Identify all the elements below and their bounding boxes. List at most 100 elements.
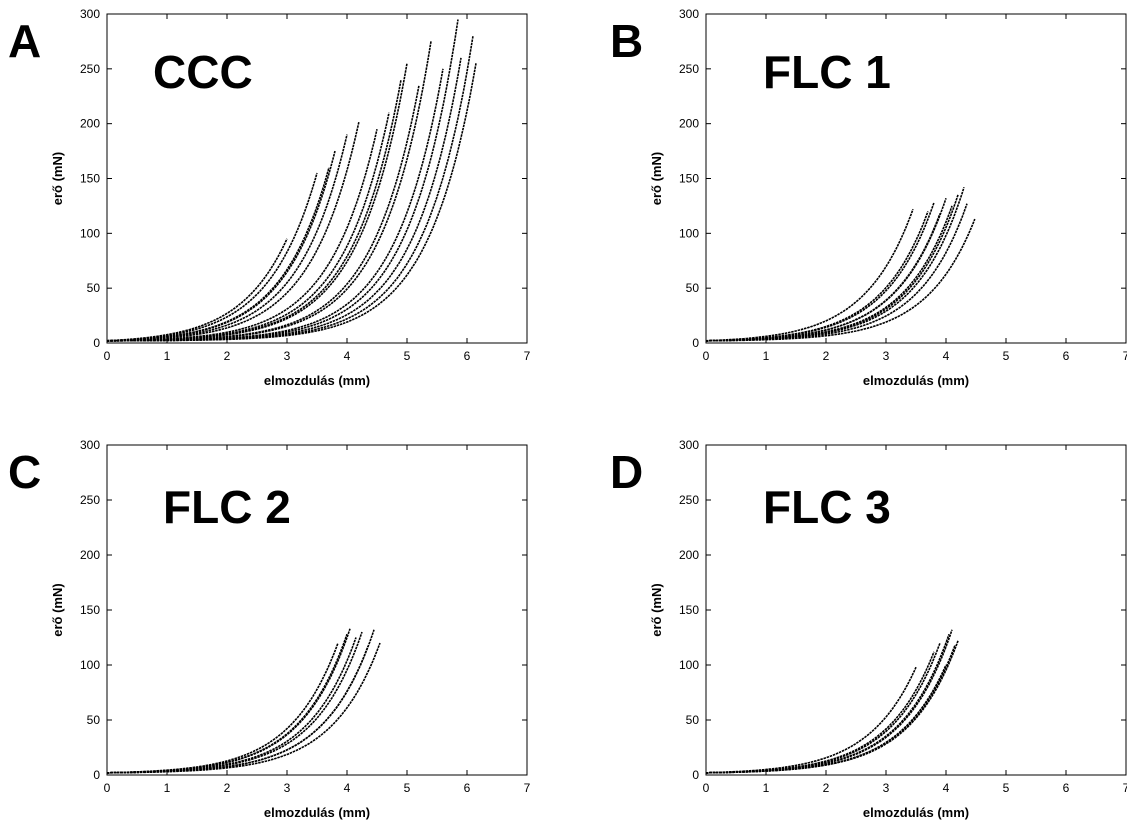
x-tick-label: 7 — [524, 349, 531, 363]
x-axis-label: elmozdulás (mm) — [264, 805, 370, 820]
series-curve — [706, 629, 953, 774]
series-curve — [107, 631, 363, 774]
y-tick-label: 300 — [679, 438, 699, 452]
x-tick-label: 7 — [524, 781, 531, 795]
series-curve — [706, 644, 956, 774]
series-curve — [107, 129, 378, 342]
series-curve — [706, 642, 941, 774]
x-tick-label: 4 — [344, 781, 351, 795]
y-tick-label: 250 — [80, 493, 100, 507]
y-tick-label: 200 — [679, 117, 699, 131]
chart-panel-a: A 0 1 2 3 4 5 6 7 0 50 100 150 200 250 300 elmozdulás (m… — [8, 7, 531, 388]
x-tick-label: 6 — [1063, 781, 1070, 795]
y-tick-label: 100 — [80, 658, 100, 672]
series-curve — [706, 651, 935, 774]
x-axis-label: elmozdulás (mm) — [264, 373, 370, 388]
y-tick-label: 200 — [80, 548, 100, 562]
y-tick-label: 200 — [679, 548, 699, 562]
y-tick-label: 100 — [80, 226, 100, 240]
series-curve — [107, 85, 420, 342]
x-tick-label: 2 — [823, 349, 830, 363]
y-tick-label: 300 — [80, 7, 100, 21]
y-tick-label: 50 — [686, 281, 700, 295]
series-curve — [706, 666, 917, 774]
y-tick-label: 50 — [87, 713, 101, 727]
x-tick-label: 0 — [104, 781, 111, 795]
series-curve — [106, 134, 348, 342]
y-tick-label: 0 — [692, 336, 699, 350]
series-curve — [107, 629, 375, 774]
panel-letter: D — [610, 446, 643, 498]
y-tick-label: 250 — [80, 62, 100, 76]
y-tick-label: 150 — [80, 603, 100, 617]
y-tick-label: 150 — [679, 172, 699, 186]
y-tick-label: 250 — [679, 493, 699, 507]
series-curve — [706, 211, 929, 342]
x-tick-label: 5 — [404, 781, 411, 795]
series-curve — [706, 197, 947, 342]
x-tick-label: 1 — [763, 349, 770, 363]
x-tick-label: 1 — [763, 781, 770, 795]
series-curve — [705, 208, 914, 342]
x-tick-label: 3 — [883, 781, 890, 795]
x-tick-label: 3 — [284, 781, 291, 795]
x-tick-label: 2 — [823, 781, 830, 795]
x-tick-label: 2 — [224, 781, 231, 795]
x-tick-label: 0 — [703, 781, 710, 795]
y-tick-label: 100 — [679, 658, 699, 672]
x-tick-label: 5 — [404, 349, 411, 363]
y-tick-label: 50 — [87, 281, 101, 295]
y-axis-label: erő (mN) — [50, 152, 65, 205]
y-axis-label: erő (mN) — [50, 583, 65, 636]
y-tick-label: 0 — [692, 768, 699, 782]
y-tick-label: 50 — [686, 713, 700, 727]
y-tick-label: 0 — [93, 768, 100, 782]
chart-panel-c: C 0 1 2 3 4 5 6 7 0 50 100 150 200 250 300 elmozdulás (m… — [8, 438, 531, 820]
series-curve — [107, 57, 462, 342]
panel-letter: C — [8, 446, 41, 498]
series-curve — [107, 628, 351, 774]
series-curve — [106, 150, 336, 342]
panel-letter: A — [8, 15, 41, 67]
chart-panel-d: D 0 1 2 3 4 5 6 7 0 50 100 150 200 250 300 elmozdulás (m… — [610, 438, 1127, 820]
y-tick-label: 0 — [93, 336, 100, 350]
y-tick-label: 300 — [679, 7, 699, 21]
y-tick-label: 200 — [80, 117, 100, 131]
panel-title: FLC 3 — [763, 481, 891, 533]
x-axis-label: elmozdulás (mm) — [863, 373, 969, 388]
x-tick-label: 3 — [284, 349, 291, 363]
series-curve — [107, 637, 357, 774]
series-curve — [706, 218, 976, 342]
x-tick-label: 4 — [344, 349, 351, 363]
x-tick-label: 1 — [164, 781, 171, 795]
x-tick-label: 7 — [1123, 349, 1127, 363]
x-tick-label: 6 — [1063, 349, 1070, 363]
panel-letter: B — [610, 15, 643, 67]
series-curve — [706, 640, 959, 774]
panel-title: FLC 1 — [763, 46, 891, 98]
series-curve — [107, 68, 444, 342]
x-axis-label: elmozdulás (mm) — [863, 805, 969, 820]
x-tick-label: 6 — [464, 349, 471, 363]
chart-panel-b: B 0 1 2 3 4 5 6 7 0 50 100 150 200 250 300 elmozdulás (m… — [610, 7, 1127, 388]
series-curve — [706, 205, 953, 342]
x-tick-label: 2 — [224, 349, 231, 363]
y-axis-label: erő (mN) — [649, 152, 664, 205]
y-tick-label: 100 — [679, 226, 699, 240]
x-tick-label: 3 — [883, 349, 890, 363]
x-tick-label: 1 — [164, 349, 171, 363]
x-tick-label: 4 — [943, 781, 950, 795]
series-curve — [107, 633, 348, 774]
series-curve — [706, 202, 935, 342]
x-tick-label: 5 — [1003, 781, 1010, 795]
series-curve — [107, 642, 339, 774]
y-tick-label: 150 — [80, 172, 100, 186]
y-tick-label: 300 — [80, 438, 100, 452]
series-curve — [706, 203, 968, 342]
x-tick-label: 4 — [943, 349, 950, 363]
x-tick-label: 5 — [1003, 349, 1010, 363]
panel-title: CCC — [153, 46, 253, 98]
series-curve — [107, 642, 381, 774]
x-tick-label: 6 — [464, 781, 471, 795]
